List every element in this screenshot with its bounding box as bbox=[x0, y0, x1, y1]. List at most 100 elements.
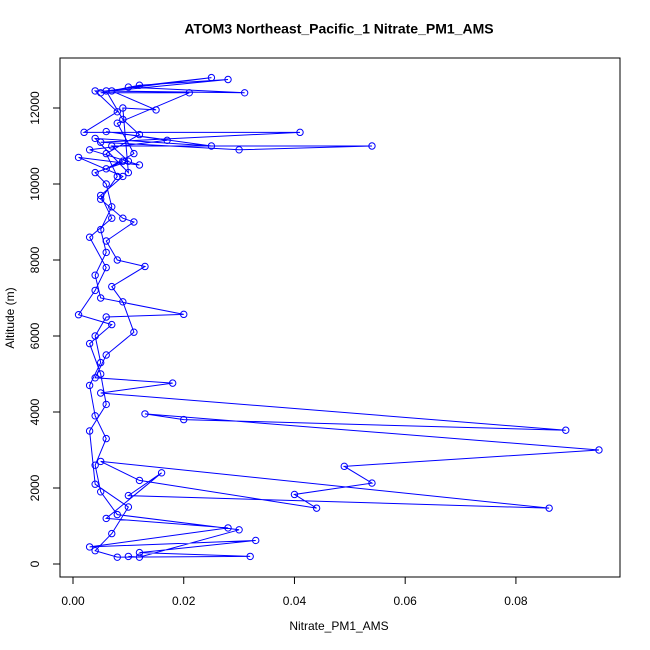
data-point bbox=[141, 410, 149, 418]
data-point bbox=[91, 374, 99, 382]
data-point bbox=[108, 282, 116, 291]
data-point bbox=[135, 476, 144, 485]
data-point bbox=[102, 434, 110, 443]
data-point bbox=[290, 490, 299, 499]
data-point bbox=[135, 548, 144, 557]
data-point bbox=[96, 358, 105, 367]
data-point bbox=[130, 218, 138, 226]
data-point bbox=[102, 514, 110, 523]
data-point bbox=[296, 128, 304, 137]
data-point bbox=[124, 552, 133, 561]
data-point bbox=[85, 381, 94, 390]
data-point bbox=[368, 142, 376, 150]
data-point bbox=[113, 256, 122, 264]
data-point bbox=[74, 311, 83, 319]
data-point bbox=[119, 157, 127, 165]
data-point bbox=[135, 130, 144, 139]
data-point bbox=[130, 149, 138, 158]
data-point bbox=[180, 310, 188, 319]
data-point bbox=[91, 480, 99, 488]
data-point bbox=[96, 457, 105, 466]
data-point bbox=[113, 553, 122, 561]
data-point bbox=[85, 543, 94, 551]
data-point bbox=[102, 263, 110, 272]
data-point bbox=[96, 488, 105, 496]
data-point bbox=[91, 134, 99, 143]
data-point bbox=[124, 491, 133, 500]
data-point bbox=[91, 461, 99, 469]
data-point bbox=[312, 504, 321, 512]
y-tick-label: 2000 bbox=[28, 474, 42, 501]
data-point bbox=[102, 165, 110, 173]
x-axis-label: Nitrate_PM1_AMS bbox=[289, 619, 388, 633]
data-point bbox=[108, 87, 116, 95]
y-tick-label: 6000 bbox=[28, 322, 42, 349]
data-point bbox=[96, 138, 105, 146]
data-point bbox=[96, 89, 105, 97]
data-point bbox=[102, 180, 110, 188]
data-point bbox=[102, 248, 110, 257]
data-point bbox=[152, 106, 160, 114]
data-point bbox=[96, 389, 105, 397]
data-point bbox=[168, 379, 177, 387]
data-point bbox=[562, 426, 570, 434]
data-point bbox=[113, 108, 122, 116]
data-line bbox=[77, 77, 600, 558]
data-point bbox=[96, 191, 105, 200]
y-tick-label: 4000 bbox=[28, 398, 42, 425]
data-point bbox=[185, 89, 193, 97]
data-point bbox=[108, 214, 116, 222]
data-point bbox=[85, 146, 94, 154]
data-point bbox=[91, 168, 99, 177]
data-point bbox=[91, 547, 99, 555]
data-point bbox=[246, 552, 254, 561]
data-point bbox=[96, 370, 105, 378]
data-point bbox=[119, 298, 127, 306]
data-point bbox=[96, 225, 105, 234]
data-point bbox=[252, 536, 260, 545]
data-point bbox=[157, 469, 166, 477]
data-point bbox=[141, 262, 149, 271]
data-point bbox=[119, 214, 127, 222]
data-point bbox=[135, 553, 144, 561]
data-point bbox=[85, 339, 94, 348]
x-tick-label: 0.00 bbox=[61, 594, 85, 608]
data-point bbox=[96, 195, 105, 203]
data-point bbox=[108, 320, 116, 329]
data-point bbox=[80, 128, 88, 137]
data-point bbox=[102, 400, 110, 409]
data-point bbox=[224, 75, 232, 84]
y-tick-label: 12000 bbox=[28, 91, 42, 125]
data-point bbox=[91, 332, 99, 340]
data-point bbox=[595, 446, 603, 454]
x-tick-label: 0.06 bbox=[394, 594, 418, 608]
y-tick-label: 0 bbox=[28, 560, 42, 567]
x-tick-label: 0.02 bbox=[172, 594, 196, 608]
data-point bbox=[124, 157, 133, 165]
data-point bbox=[91, 271, 99, 279]
data-point bbox=[85, 427, 94, 435]
data-point bbox=[124, 168, 133, 177]
data-point bbox=[113, 172, 122, 181]
data-point bbox=[130, 328, 138, 336]
data-point bbox=[180, 415, 188, 424]
data-point bbox=[102, 237, 110, 245]
data-point bbox=[368, 479, 376, 487]
data-point bbox=[119, 172, 127, 181]
x-tick-label: 0.04 bbox=[283, 594, 307, 608]
data-point bbox=[102, 149, 110, 158]
plot-frame bbox=[59, 57, 621, 578]
data-point bbox=[108, 142, 116, 150]
data-point bbox=[108, 529, 116, 538]
data-point bbox=[135, 161, 144, 169]
data-point bbox=[102, 351, 110, 359]
data-point bbox=[235, 526, 243, 534]
data-point bbox=[124, 503, 133, 511]
data-point bbox=[91, 286, 99, 295]
data-point bbox=[124, 83, 133, 91]
y-tick-label: 8000 bbox=[28, 246, 42, 273]
y-tick-label: 10000 bbox=[28, 167, 42, 201]
data-point bbox=[224, 524, 232, 532]
data-point bbox=[74, 153, 83, 162]
data-point bbox=[340, 462, 348, 471]
